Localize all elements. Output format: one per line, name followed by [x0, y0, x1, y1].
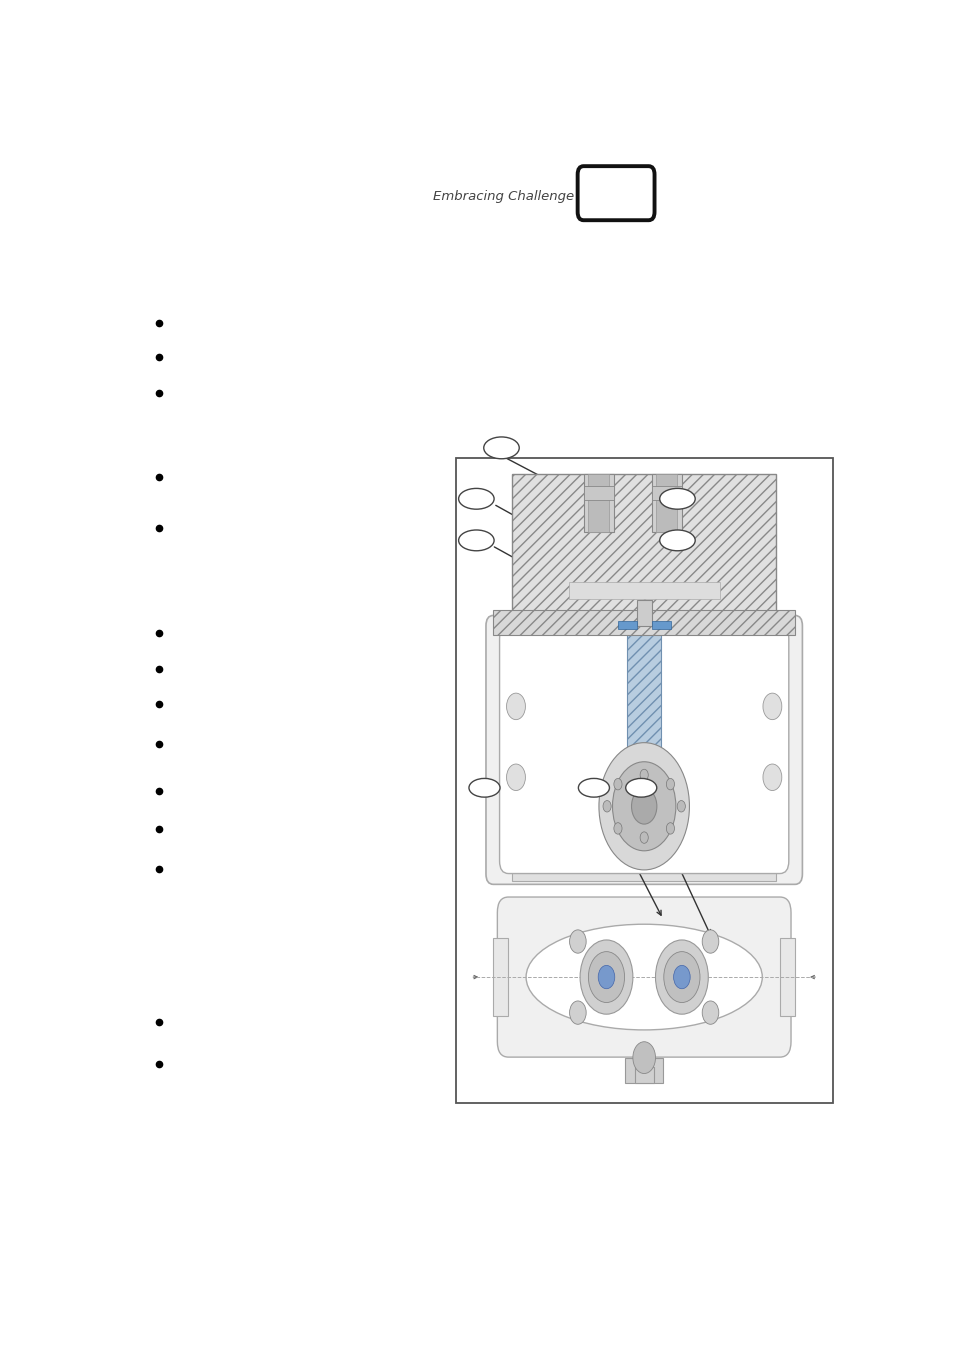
Ellipse shape [483, 437, 518, 459]
Bar [493, 938, 508, 1015]
Text: C: C [618, 184, 633, 202]
Circle shape [639, 832, 648, 844]
Circle shape [598, 965, 614, 988]
Ellipse shape [525, 925, 761, 1030]
Circle shape [588, 952, 624, 1003]
Circle shape [639, 769, 648, 780]
Ellipse shape [469, 779, 499, 796]
Text: M: M [592, 184, 611, 202]
Bar [512, 474, 776, 626]
Circle shape [631, 788, 657, 824]
Polygon shape [626, 790, 660, 819]
Circle shape [665, 822, 674, 834]
Circle shape [598, 743, 689, 869]
FancyBboxPatch shape [497, 896, 790, 1057]
Bar [626, 626, 660, 819]
Circle shape [762, 764, 781, 791]
Circle shape [701, 1000, 718, 1025]
Circle shape [506, 693, 525, 720]
Circle shape [612, 761, 675, 850]
Bar [651, 621, 670, 629]
Ellipse shape [659, 531, 695, 551]
Ellipse shape [659, 489, 695, 509]
Bar [456, 458, 832, 1103]
Bar [651, 474, 681, 532]
Polygon shape [626, 790, 660, 806]
Circle shape [506, 764, 525, 791]
Circle shape [663, 952, 700, 1003]
Bar [626, 626, 660, 819]
Ellipse shape [578, 779, 609, 796]
Bar [656, 474, 677, 532]
Bar [636, 599, 651, 626]
Circle shape [762, 693, 781, 720]
Text: Embracing Challenge: Embracing Challenge [433, 190, 574, 204]
Bar [583, 486, 614, 500]
Bar [588, 474, 609, 532]
Text: &: & [607, 185, 620, 200]
Bar [512, 871, 776, 880]
Circle shape [613, 822, 621, 834]
Circle shape [632, 1042, 655, 1073]
FancyBboxPatch shape [577, 166, 654, 220]
FancyBboxPatch shape [485, 616, 801, 884]
Circle shape [701, 930, 718, 953]
Bar [651, 486, 681, 500]
Circle shape [579, 940, 632, 1014]
FancyBboxPatch shape [499, 626, 788, 873]
Bar [568, 582, 719, 598]
Circle shape [613, 779, 621, 790]
Circle shape [665, 779, 674, 790]
Circle shape [569, 1000, 585, 1025]
Ellipse shape [625, 779, 656, 796]
Circle shape [677, 801, 684, 811]
Ellipse shape [458, 489, 494, 509]
Bar [624, 1057, 662, 1084]
Bar [618, 621, 636, 629]
Bar [780, 938, 794, 1015]
Circle shape [655, 940, 707, 1014]
Circle shape [569, 930, 585, 953]
Bar [583, 474, 614, 532]
Bar [493, 610, 794, 636]
Circle shape [673, 965, 689, 988]
Circle shape [602, 801, 611, 811]
Ellipse shape [458, 531, 494, 551]
Text: ®: ® [637, 180, 643, 189]
Bar [634, 1068, 653, 1084]
